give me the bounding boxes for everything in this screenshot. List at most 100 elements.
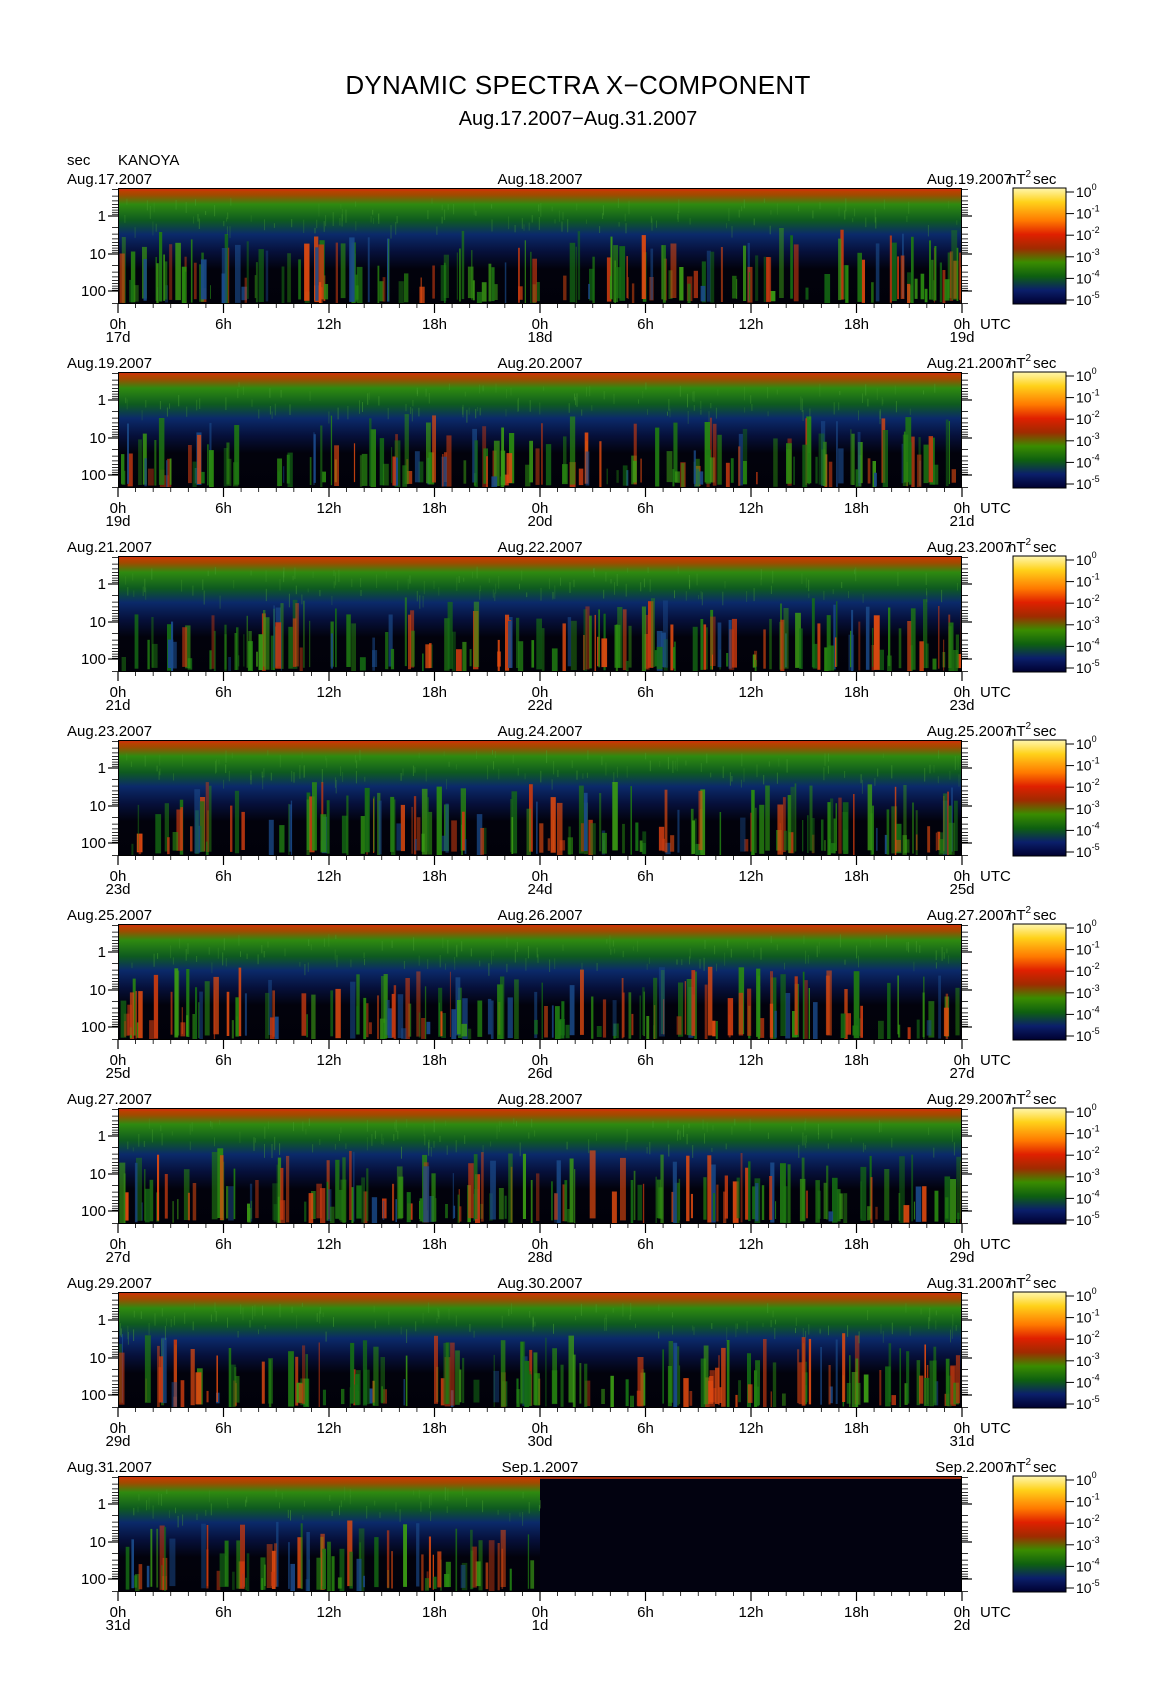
x-unit-label: UTC — [980, 1052, 1011, 1069]
x-tick-label: 0h — [954, 1420, 971, 1437]
panel-date-mid: Aug.26.2007 — [497, 907, 582, 924]
colorbar-tick-label: 10-4 — [1076, 268, 1100, 286]
day-label-left: 23d — [105, 881, 130, 898]
colorbar-unit: nT2 sec — [1008, 169, 1057, 188]
colorbar: nT2 sec 100 10-1 10-2 10-3 10-4 10-5 — [1008, 721, 1100, 860]
colorbar-tick-label: 10-2 — [1076, 593, 1100, 611]
x-tick-label: 18h — [422, 500, 447, 517]
colorbar-tick-label: 100 — [1076, 366, 1097, 384]
x-tick-label: 0h — [532, 684, 549, 701]
x-tick-label: 6h — [215, 500, 232, 517]
x-tick-label: 0h — [954, 1236, 971, 1253]
colorbar-tick-label: 10-4 — [1076, 452, 1100, 470]
day-label-left: 25d — [105, 1065, 130, 1082]
colorbar-tick-label: 10-3 — [1076, 431, 1100, 449]
colorbar-tick-label: 10-4 — [1076, 820, 1100, 838]
panel-date-left: Aug.29.2007 — [67, 1275, 152, 1292]
panel-date-left: Aug.17.2007 — [67, 171, 152, 188]
panel-date-left: Aug.21.2007 — [67, 539, 152, 556]
x-tick-label: 12h — [316, 1420, 341, 1437]
colorbar: nT2 sec 100 10-1 10-2 10-3 10-4 10-5 — [1008, 353, 1100, 492]
y-tick-label: 10 — [89, 246, 106, 263]
colorbar-unit: nT2 sec — [1008, 1273, 1057, 1292]
x-tick-label: 0h — [110, 1236, 127, 1253]
panel-date-right: Aug.27.2007 — [927, 907, 1012, 924]
colorbar-tick-label: 10-1 — [1076, 1492, 1100, 1510]
colorbar-tick-label: 10-1 — [1076, 572, 1100, 590]
panel-date-right: Aug.29.2007 — [927, 1091, 1012, 1108]
x-tick-label: 6h — [215, 1604, 232, 1621]
x-tick-label: 18h — [844, 1236, 869, 1253]
x-tick-label: 18h — [422, 1236, 447, 1253]
x-tick-label: 18h — [844, 500, 869, 517]
day-label-right: 31d — [949, 1433, 974, 1450]
x-tick-label: 0h — [954, 868, 971, 885]
panel-date-right: Sep.2.2007 — [935, 1459, 1012, 1476]
day-label-mid: 26d — [527, 1065, 552, 1082]
y-tick-label: 100 — [81, 1019, 106, 1036]
x-tick-label: 12h — [316, 500, 341, 517]
x-tick-label: 6h — [215, 316, 232, 333]
x-tick-label: 6h — [637, 1604, 654, 1621]
x-tick-label: 0h — [110, 1420, 127, 1437]
spectrogram — [118, 1292, 962, 1408]
colorbar-tick-label: 10-2 — [1076, 409, 1100, 427]
colorbar-tick-label: 10-3 — [1076, 1535, 1100, 1553]
day-label-right: 29d — [949, 1249, 974, 1266]
day-label-mid: 22d — [527, 697, 552, 714]
spectra-panel: Aug.17.2007 Aug.18.2007 Aug.19.20071101000… — [67, 169, 1100, 346]
x-tick-label: 0h — [110, 1052, 127, 1069]
x-tick-label: 18h — [844, 684, 869, 701]
colorbar-tick-label: 10-3 — [1076, 1351, 1100, 1369]
y-tick-label: 10 — [89, 1534, 106, 1551]
x-tick-label: 6h — [215, 684, 232, 701]
x-tick-label: 0h — [110, 684, 127, 701]
colorbar-tick-label: 10-3 — [1076, 1167, 1100, 1185]
x-tick-label: 0h — [110, 316, 127, 333]
station-label: KANOYA — [118, 152, 179, 169]
x-tick-label: 6h — [215, 1236, 232, 1253]
y-tick-label: 1 — [98, 1312, 106, 1329]
panel-date-mid: Aug.30.2007 — [497, 1275, 582, 1292]
colorbar-tick-label: 10-4 — [1076, 636, 1100, 654]
colorbar: nT2 sec 100 10-1 10-2 10-3 10-4 10-5 — [1008, 537, 1100, 676]
y-tick-label: 100 — [81, 651, 106, 668]
x-tick-label: 0h — [532, 1236, 549, 1253]
x-tick-label: 6h — [215, 868, 232, 885]
colorbar-tick-label: 100 — [1076, 182, 1097, 200]
x-tick-label: 0h — [954, 1604, 971, 1621]
colorbar: nT2 sec 100 10-1 10-2 10-3 10-4 10-5 — [1008, 1089, 1100, 1228]
day-label-mid: 28d — [527, 1249, 552, 1266]
x-tick-label: 12h — [316, 1052, 341, 1069]
colorbar-tick-label: 100 — [1076, 918, 1097, 936]
colorbar-tick-label: 10-2 — [1076, 961, 1100, 979]
colorbar: nT2 sec 100 10-1 10-2 10-3 10-4 10-5 — [1008, 169, 1100, 308]
colorbar-tick-label: 10-3 — [1076, 799, 1100, 817]
x-tick-label: 0h — [532, 316, 549, 333]
x-tick-label: 18h — [844, 316, 869, 333]
x-tick-label: 6h — [637, 500, 654, 517]
colorbar-unit: nT2 sec — [1008, 1457, 1057, 1476]
spectrogram — [118, 556, 962, 672]
x-tick-label: 6h — [637, 868, 654, 885]
y-unit-label: sec — [67, 152, 91, 169]
colorbar-tick-label: 10-4 — [1076, 1188, 1100, 1206]
x-tick-label: 18h — [844, 1604, 869, 1621]
y-tick-label: 10 — [89, 1166, 106, 1183]
x-unit-label: UTC — [980, 1604, 1011, 1621]
day-label-left: 27d — [105, 1249, 130, 1266]
y-tick-label: 100 — [81, 283, 106, 300]
colorbar-tick-label: 10-2 — [1076, 1329, 1100, 1347]
panel-date-mid: Aug.22.2007 — [497, 539, 582, 556]
spectra-panel: Aug.21.2007 Aug.22.2007 Aug.23.20071101000… — [67, 537, 1100, 714]
day-label-left: 21d — [105, 697, 130, 714]
x-tick-label: 12h — [316, 684, 341, 701]
colorbar-tick-label: 10-1 — [1076, 1124, 1100, 1142]
x-tick-label: 18h — [844, 1420, 869, 1437]
y-tick-label: 1 — [98, 760, 106, 777]
x-tick-label: 0h — [954, 684, 971, 701]
x-tick-label: 12h — [738, 684, 763, 701]
spectrogram — [118, 372, 962, 488]
y-tick-label: 1 — [98, 392, 106, 409]
